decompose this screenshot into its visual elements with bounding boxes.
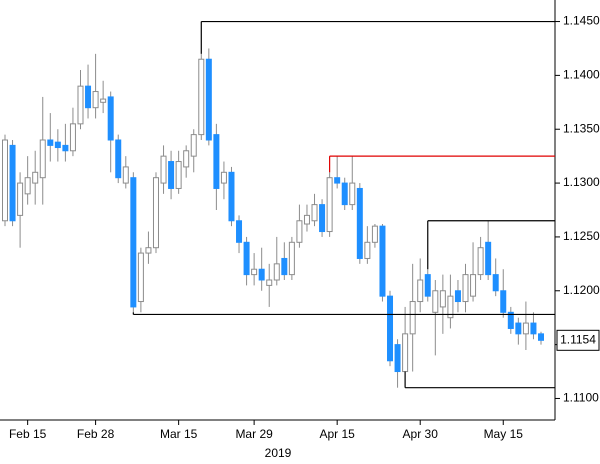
- candle-body: [447, 295, 454, 319]
- candle-body: [32, 171, 39, 184]
- candle-body: [417, 279, 424, 303]
- candle-body: [281, 257, 288, 276]
- candle-body: [492, 274, 499, 292]
- candle-body: [24, 177, 31, 195]
- candle-body: [538, 333, 544, 341]
- y-tick-label: 1.1200: [563, 283, 600, 297]
- y-tick-label: 1.1450: [563, 14, 600, 28]
- candle-body: [462, 274, 469, 303]
- candle-body: [424, 274, 431, 297]
- candle-body: [190, 134, 197, 157]
- candle-body: [198, 58, 205, 136]
- candle-body: [175, 161, 182, 189]
- candle-body: [85, 85, 92, 109]
- y-tick-label: 1.1250: [563, 229, 600, 243]
- x-axis-label: 2019: [265, 446, 292, 460]
- x-tick-label: Feb 15: [9, 427, 47, 441]
- x-tick-label: Feb 28: [77, 427, 115, 441]
- candle-body: [100, 98, 107, 103]
- candle-body: [530, 322, 537, 335]
- candle-body: [439, 290, 446, 308]
- candle-body: [515, 322, 522, 335]
- candle-body: [273, 263, 280, 281]
- candle-body: [371, 225, 378, 243]
- candle-body: [319, 204, 326, 233]
- candle-body: [69, 123, 76, 152]
- candle-body: [364, 241, 371, 259]
- candle-body: [470, 274, 477, 297]
- candle-body: [379, 225, 386, 297]
- candle-body: [402, 333, 409, 373]
- candle-body: [500, 290, 507, 313]
- candle-body: [54, 141, 61, 149]
- candle-body: [387, 295, 394, 362]
- x-tick-label: Apr 15: [319, 427, 355, 441]
- candle-body: [296, 220, 303, 243]
- candle-body: [326, 177, 333, 233]
- candle-body: [77, 85, 84, 125]
- x-tick-label: Mar 15: [160, 427, 198, 441]
- candle-body: [356, 187, 363, 259]
- candle-body: [334, 177, 341, 184]
- candle-body: [507, 311, 514, 329]
- x-tick-label: May 15: [484, 427, 524, 441]
- candle-body: [251, 268, 258, 276]
- candle-body: [205, 58, 212, 141]
- candle-body: [92, 91, 99, 109]
- candle-body: [137, 252, 144, 303]
- candle-body: [168, 161, 175, 189]
- candle-body: [9, 144, 16, 222]
- candle-body: [228, 171, 235, 222]
- candle-body: [432, 290, 439, 313]
- candle-body: [17, 182, 24, 216]
- y-tick-label: 1.1100: [563, 391, 599, 405]
- y-tick-label: 1.1350: [563, 121, 600, 135]
- candle-body: [220, 171, 227, 184]
- candle-body: [107, 96, 114, 141]
- last-price-box: [556, 329, 600, 351]
- candle-body: [243, 241, 250, 276]
- candle-body: [39, 139, 46, 179]
- candle-body: [311, 204, 318, 222]
- x-tick-label: Apr 30: [403, 427, 439, 441]
- candle-body: [288, 241, 295, 276]
- candle-body: [160, 155, 167, 184]
- candle-body: [477, 247, 484, 276]
- candle-body: [258, 268, 265, 281]
- y-tick-label: 1.1300: [563, 175, 600, 189]
- candle-body: [152, 177, 159, 249]
- candle-body: [130, 177, 137, 308]
- candle-body: [266, 279, 273, 286]
- candle-body: [522, 322, 529, 335]
- candle-body: [349, 182, 356, 206]
- candle-body: [394, 344, 401, 373]
- candle-body: [145, 247, 152, 254]
- y-tick-label: 1.1400: [563, 68, 600, 82]
- last-price-label: 1.1154: [560, 332, 596, 346]
- candle-body: [62, 144, 69, 152]
- candle-body: [485, 241, 492, 276]
- candle-body: [454, 290, 461, 303]
- candle-body: [2, 139, 8, 222]
- candle-body: [122, 166, 129, 184]
- candle-body: [409, 301, 416, 335]
- candle-body: [47, 139, 54, 146]
- candle-body: [213, 134, 220, 189]
- candle-body: [236, 220, 243, 243]
- candle-body: [115, 139, 122, 179]
- candle-body: [183, 150, 190, 168]
- candle-body: [303, 214, 310, 225]
- x-tick-label: Mar 29: [235, 427, 273, 441]
- candle-body: [341, 182, 348, 206]
